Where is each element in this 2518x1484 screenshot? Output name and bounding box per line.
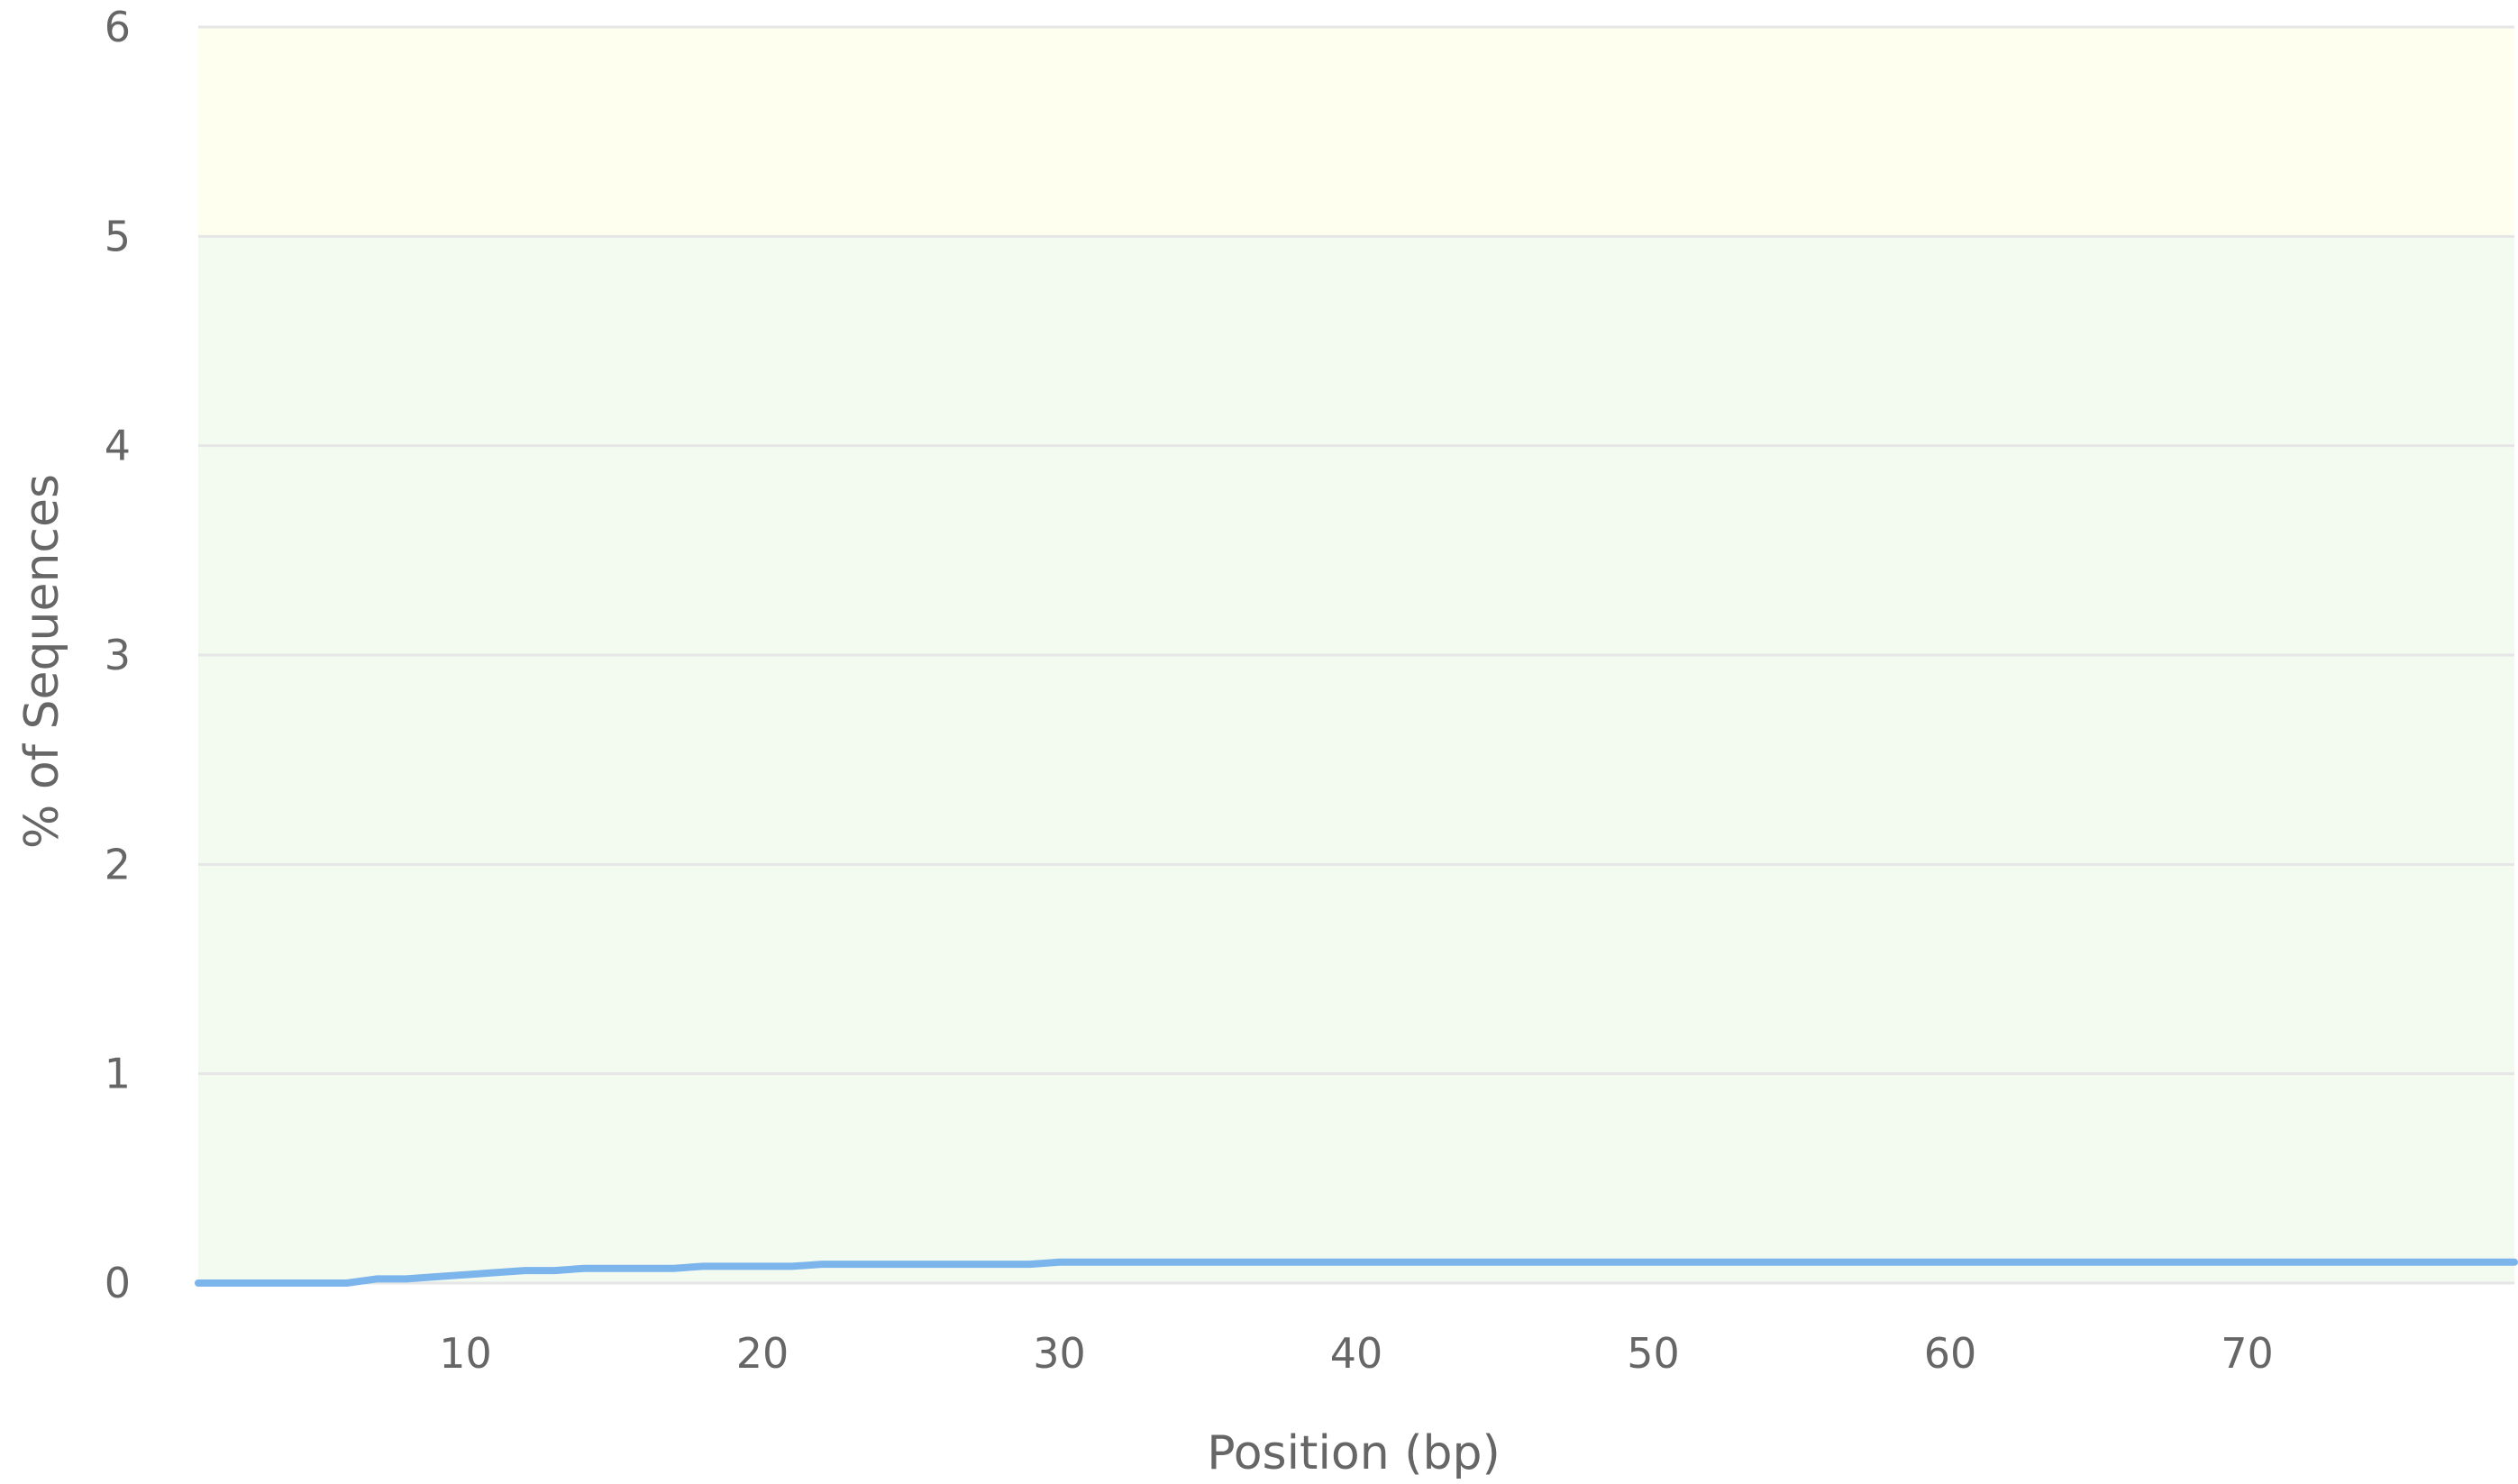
plot-band-0 <box>198 236 2514 1283</box>
x-tick-label-50: 50 <box>1627 1329 1680 1378</box>
x-tick-label-10: 10 <box>439 1329 492 1378</box>
x-axis-ticks: 10 20 30 40 50 60 70 <box>439 1329 2273 1378</box>
series-layer <box>195 1258 2518 1287</box>
x-axis-title: Position (bp) <box>1207 1426 1501 1480</box>
y-tick-label-4: 4 <box>105 422 131 470</box>
x-tick-label-20: 20 <box>736 1329 789 1378</box>
x-tick-label-30: 30 <box>1033 1329 1086 1378</box>
x-tick-label-70: 70 <box>2221 1329 2274 1378</box>
y-axis-ticks: 0 1 2 3 4 5 6 <box>105 3 131 1307</box>
y-axis-title: % of Sequences <box>15 474 69 849</box>
y-tick-label-0: 0 <box>105 1259 131 1307</box>
y-tick-label-2: 2 <box>105 840 131 888</box>
y-tick-label-1: 1 <box>105 1050 131 1098</box>
y-tick-label-3: 3 <box>105 631 131 679</box>
x-tick-label-60: 60 <box>1924 1329 1977 1378</box>
gridlines <box>198 25 2514 1285</box>
y-tick-label-5: 5 <box>105 212 131 260</box>
x-tick-label-40: 40 <box>1330 1329 1383 1378</box>
plot-band-1 <box>198 27 2514 237</box>
plot-bands <box>198 27 2514 1283</box>
y-tick-label-6: 6 <box>105 3 131 51</box>
series-line-0 <box>195 1258 2518 1287</box>
